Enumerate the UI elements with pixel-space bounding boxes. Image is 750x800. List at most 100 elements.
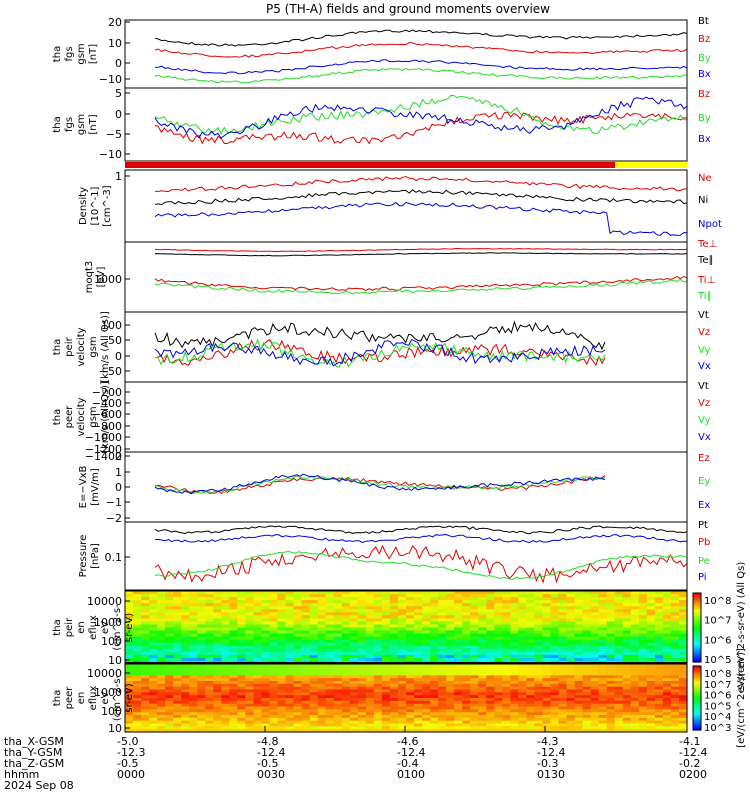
- heatmap-cell: [301, 669, 311, 674]
- heatmap-cell: [454, 675, 463, 679]
- heatmap-cell: [510, 612, 519, 616]
- heatmap-cell: [654, 726, 664, 730]
- heatmap-cell: [454, 700, 463, 705]
- heatmap-cell: [165, 648, 174, 653]
- heatmap-cell: [197, 603, 206, 607]
- heatmap-cell: [630, 636, 640, 641]
- heatmap-cell: [125, 633, 134, 638]
- heatmap-cell: [221, 600, 230, 604]
- heatmap-cell: [606, 720, 616, 725]
- heatmap-cell: [510, 723, 519, 727]
- heatmap-cell: [670, 675, 680, 679]
- heatmap-cell: [542, 729, 552, 733]
- heatmap-cell: [614, 594, 624, 598]
- heatmap-cell: [373, 700, 383, 705]
- heatmap-cell: [149, 618, 158, 622]
- heatmap-cell: [221, 633, 230, 638]
- heatmap-cell: [253, 651, 263, 656]
- legend-label: Vt: [698, 381, 709, 392]
- heatmap-cell: [309, 633, 319, 638]
- heatmap-cell: [349, 695, 359, 699]
- heatmap-cell: [125, 651, 134, 656]
- heatmap-cell: [349, 692, 359, 696]
- heatmap-cell: [277, 692, 287, 696]
- heatmap-cell: [494, 681, 503, 685]
- heatmap-cell: [486, 648, 495, 653]
- heatmap-cell: [277, 597, 287, 601]
- heatmap-cell: [277, 720, 287, 725]
- heatmap-cell: [454, 618, 463, 622]
- heatmap-cell: [454, 627, 463, 632]
- y-axis-label: tha: [52, 116, 63, 132]
- heatmap-cell: [357, 695, 367, 699]
- heatmap-cell: [414, 717, 423, 722]
- heatmap-cell: [333, 603, 343, 607]
- heatmap-cell: [462, 695, 471, 699]
- heatmap-cell: [534, 624, 544, 629]
- heatmap-cell: [630, 642, 640, 647]
- heatmap-cell: [486, 624, 495, 629]
- heatmap-cell: [614, 723, 624, 727]
- heatmap-cell: [325, 591, 335, 595]
- heatmap-cell: [406, 669, 415, 674]
- heatmap-cell: [510, 606, 519, 610]
- heatmap-cell: [341, 630, 351, 635]
- heatmap-cell: [301, 692, 311, 696]
- series-line-Ex: [154, 473, 606, 495]
- heatmap-cell: [373, 606, 383, 610]
- heatmap-cell: [486, 700, 495, 705]
- heatmap-cell: [606, 609, 616, 613]
- heatmap-cell: [574, 698, 584, 702]
- heatmap-cell: [422, 712, 431, 716]
- heatmap-cell: [373, 666, 383, 671]
- heatmap-cell: [125, 669, 134, 674]
- heatmap-cell: [670, 630, 680, 635]
- colorbar-segment: [693, 687, 701, 690]
- heatmap-cell: [261, 692, 271, 696]
- heatmap-cell: [293, 709, 303, 713]
- heatmap-cell: [237, 600, 246, 604]
- heatmap-cell: [141, 654, 150, 659]
- heatmap-cell: [638, 606, 648, 610]
- heatmap-cell: [566, 615, 576, 619]
- heatmap-cell: [381, 618, 391, 622]
- heatmap-cell: [438, 686, 447, 691]
- heatmap-cell: [454, 678, 463, 682]
- heatmap-cell: [213, 706, 222, 710]
- y-axis-label: E=−VxB: [78, 466, 89, 509]
- heatmap-cell: [422, 715, 431, 719]
- heatmap-cell: [373, 672, 383, 676]
- heatmap-cell: [317, 729, 327, 733]
- heatmap-cell: [293, 600, 303, 604]
- heatmap-cell: [590, 609, 600, 613]
- heatmap-cell: [285, 681, 295, 685]
- heatmap-cell: [590, 621, 600, 625]
- heatmap-cell: [454, 703, 463, 708]
- heatmap-cell: [341, 651, 351, 656]
- heatmap-cell: [133, 633, 142, 638]
- heatmap-cell: [398, 612, 407, 616]
- heatmap-cell: [406, 636, 415, 641]
- heatmap-cell: [534, 591, 544, 595]
- heatmap-cell: [582, 683, 592, 688]
- heatmap-cell: [245, 666, 254, 671]
- heatmap-cell: [325, 681, 335, 685]
- heatmap-cell: [149, 706, 158, 710]
- heatmap-cell: [373, 717, 383, 722]
- heatmap-cell: [309, 664, 319, 668]
- heatmap-cell: [237, 648, 246, 653]
- heatmap-cell: [333, 618, 343, 622]
- heatmap-cell: [606, 645, 616, 650]
- heatmap-cell: [470, 621, 479, 625]
- heatmap-cell: [534, 618, 544, 622]
- heatmap-cell: [381, 615, 391, 619]
- colorbar-segment: [693, 725, 701, 729]
- heatmap-cell: [494, 664, 503, 668]
- heatmap-cell: [141, 630, 150, 635]
- heatmap-cell: [462, 672, 471, 676]
- heatmap-cell: [446, 618, 455, 622]
- heatmap-cell: [165, 681, 174, 685]
- heatmap-cell: [141, 715, 150, 719]
- heatmap-cell: [550, 633, 560, 638]
- heatmap-cell: [213, 636, 222, 641]
